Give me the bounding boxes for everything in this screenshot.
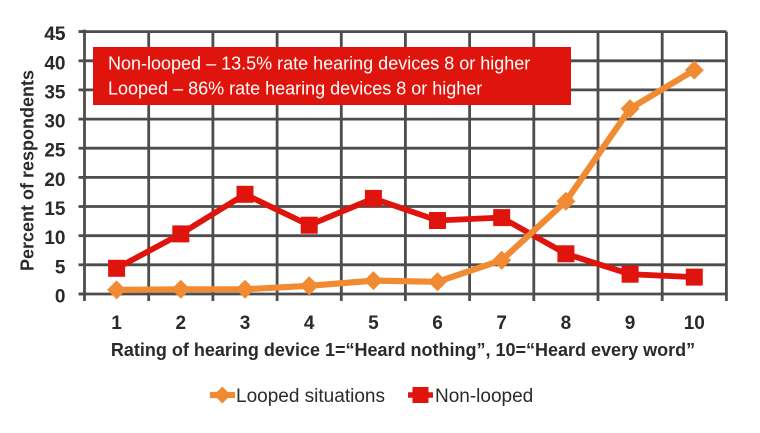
svg-text:10: 10 bbox=[684, 313, 705, 334]
svg-text:7: 7 bbox=[496, 313, 507, 334]
svg-text:Percent of respondents: Percent of respondents bbox=[18, 70, 38, 271]
svg-text:8: 8 bbox=[561, 313, 572, 334]
svg-text:10: 10 bbox=[44, 228, 65, 249]
svg-text:25: 25 bbox=[44, 141, 66, 162]
svg-text:5: 5 bbox=[368, 313, 379, 334]
svg-text:20: 20 bbox=[44, 170, 65, 191]
svg-text:Rating of hearing device 1=“He: Rating of hearing device 1=“Heard nothin… bbox=[111, 340, 695, 360]
svg-text:45: 45 bbox=[44, 24, 66, 45]
svg-text:0: 0 bbox=[55, 287, 66, 308]
svg-text:30: 30 bbox=[44, 112, 65, 133]
svg-text:Non-looped: Non-looped bbox=[435, 386, 533, 407]
svg-text:2: 2 bbox=[176, 313, 187, 334]
svg-text:1: 1 bbox=[111, 313, 122, 334]
svg-text:40: 40 bbox=[44, 53, 65, 74]
svg-text:9: 9 bbox=[625, 313, 636, 334]
svg-text:6: 6 bbox=[432, 313, 443, 334]
svg-text:3: 3 bbox=[240, 313, 251, 334]
svg-text:15: 15 bbox=[44, 199, 66, 220]
svg-text:Looped – 86% rate hearing devi: Looped – 86% rate hearing devices 8 or h… bbox=[108, 79, 482, 99]
svg-text:45: 45 bbox=[44, 24, 66, 45]
svg-text:4: 4 bbox=[304, 313, 315, 334]
svg-text:5: 5 bbox=[55, 257, 66, 278]
svg-text:Looped situations: Looped situations bbox=[236, 386, 385, 407]
svg-text:35: 35 bbox=[44, 82, 66, 103]
svg-text:Non-looped – 13.5% rate hearin: Non-looped – 13.5% rate hearing devices … bbox=[108, 54, 530, 74]
